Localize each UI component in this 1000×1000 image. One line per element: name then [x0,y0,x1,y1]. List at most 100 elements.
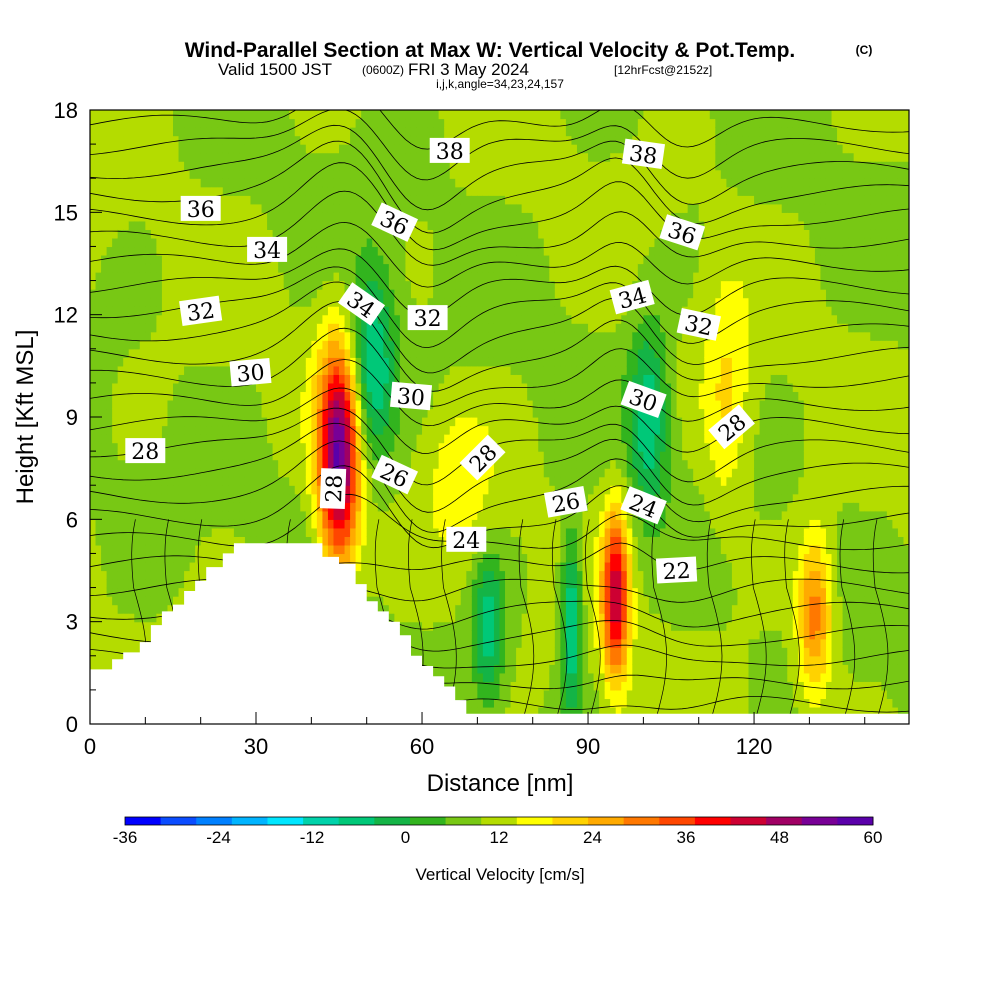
velocity-cell [272,365,279,375]
velocity-cell [416,519,423,529]
velocity-cell [173,323,180,333]
velocity-cell [433,638,440,648]
velocity-cell [355,579,362,589]
velocity-cell [366,212,373,222]
velocity-cell [239,425,246,435]
velocity-cell [101,485,108,495]
velocity-cell [90,434,97,444]
velocity-cell [366,553,373,563]
velocity-cell [399,408,407,418]
velocity-cell [123,306,130,316]
velocity-cell [95,604,102,614]
velocity-cell [250,178,257,188]
velocity-cell [222,144,229,154]
velocity-cell [200,169,207,179]
velocity-cell [316,468,324,478]
velocity-cell [416,621,423,631]
velocity-cell [233,144,241,154]
velocity-cell [222,323,229,333]
velocity-cell [239,263,246,273]
velocity-cell [361,536,368,546]
velocity-cell [377,442,384,452]
velocity-cell [261,468,268,478]
velocity-cell [156,502,163,512]
velocity-cell [344,323,351,333]
velocity-cell [184,434,191,444]
velocity-cell [399,519,407,529]
velocity-cell [327,263,335,273]
velocity-cell [90,417,97,427]
velocity-cell [322,357,329,367]
velocity-cell [106,476,113,486]
velocity-cell [460,587,467,597]
velocity-cell [433,476,440,486]
velocity-cell [333,459,340,469]
velocity-cell [217,135,224,145]
velocity-cell [289,519,296,529]
velocity-cell [322,365,329,375]
velocity-cell [228,408,235,418]
velocity-cell [200,186,207,196]
velocity-cell [139,297,146,307]
velocity-cell [101,621,108,631]
velocity-cell [139,519,146,529]
velocity-cell [112,365,119,375]
velocity-cell [305,536,312,546]
velocity-cell [327,254,335,265]
velocity-cell [139,220,146,230]
velocity-cell [305,468,312,478]
velocity-cell [156,195,163,205]
velocity-cell [394,587,401,597]
velocity-cell [161,408,169,418]
velocity-cell [117,357,124,367]
velocity-cell [383,596,390,606]
velocity-cell [366,152,373,162]
velocity-cell [173,485,180,495]
velocity-cell [361,365,368,375]
velocity-cell [106,451,113,461]
velocity-cell [305,519,312,529]
velocity-cell [128,502,135,512]
velocity-cell [90,638,97,648]
velocity-cell [405,621,412,631]
velocity-cell [156,246,163,256]
velocity-cell [438,664,445,674]
velocity-cell [305,152,312,162]
velocity-cell [139,110,146,120]
velocity-cell [427,203,434,213]
velocity-cell [222,493,229,503]
velocity-cell [123,502,130,512]
velocity-cell [460,169,467,179]
velocity-cell [150,493,157,503]
velocity-cell [233,289,241,299]
velocity-cell [167,186,174,196]
velocity-cell [455,604,462,614]
velocity-cell [261,348,268,358]
velocity-cell [294,144,301,154]
velocity-cell [167,570,174,580]
velocity-cell [239,110,246,120]
velocity-cell [372,417,379,427]
velocity-cell [101,613,108,623]
velocity-cell [278,391,285,401]
velocity-cell [222,169,229,179]
velocity-cell [134,519,141,529]
velocity-cell [90,536,97,546]
velocity-cell [134,237,141,248]
velocity-cell [327,425,335,435]
velocity-cell [405,434,412,444]
velocity-cell [383,237,390,248]
velocity-cell [222,220,229,230]
velocity-cell [128,519,135,529]
velocity-cell [339,544,346,555]
velocity-cell [112,306,119,316]
velocity-cell [460,621,467,631]
velocity-cell [344,357,351,367]
velocity-cell [350,365,357,375]
velocity-cell [444,476,451,486]
velocity-cell [322,519,329,529]
velocity-cell [283,118,290,128]
velocity-cell [433,272,440,282]
velocity-cell [422,630,429,640]
velocity-cell [366,357,373,367]
